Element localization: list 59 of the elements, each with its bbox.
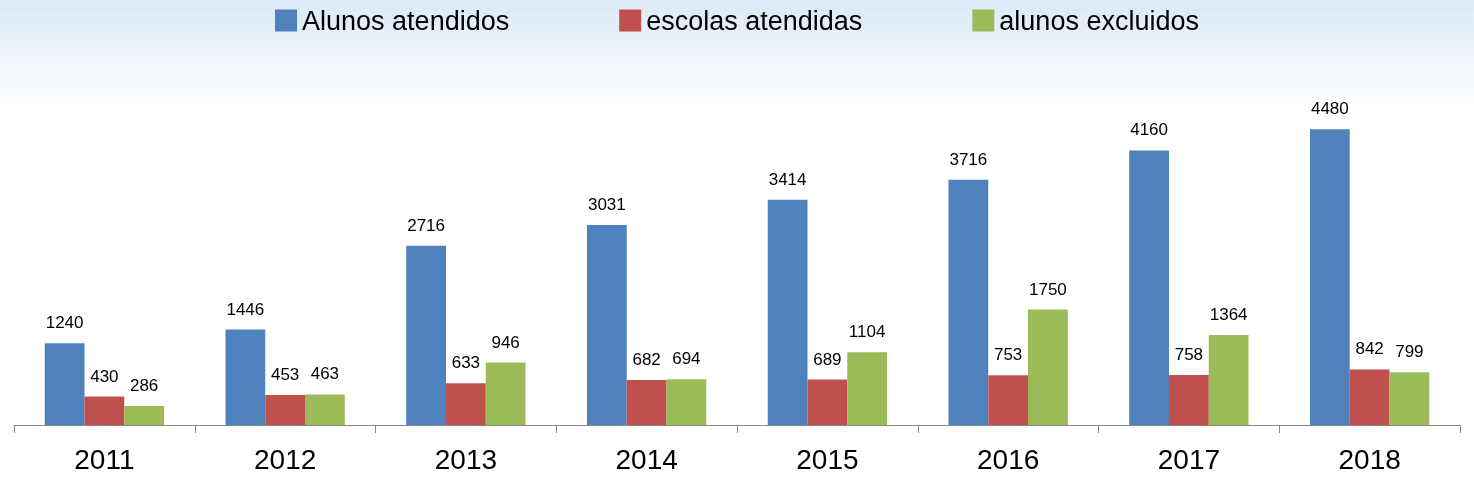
data-label: 753	[993, 345, 1023, 365]
bar	[265, 395, 306, 425]
x-tick-label: 2013	[434, 443, 498, 475]
data-label: 453	[270, 365, 300, 385]
bar	[1389, 372, 1430, 425]
data-label: 1364	[1209, 304, 1248, 324]
bar	[847, 352, 888, 425]
data-label: 682	[632, 349, 661, 369]
bar	[767, 199, 808, 425]
data-label: 463	[310, 364, 340, 384]
bar	[626, 379, 667, 425]
bar	[1028, 309, 1068, 425]
data-label: 694	[672, 349, 701, 369]
bar	[485, 362, 526, 425]
bar	[1309, 129, 1350, 425]
data-label: 3031	[587, 194, 626, 214]
data-label: 4160	[1130, 120, 1169, 140]
bar	[1168, 374, 1209, 425]
legend-label: escolas atendidas	[646, 5, 863, 36]
data-label: 3716	[949, 149, 988, 169]
x-tick-label: 2015	[796, 443, 859, 475]
data-label: 1240	[45, 313, 84, 333]
bar	[406, 245, 446, 425]
data-label: 842	[1355, 339, 1384, 359]
legend-label: Alunos atendidos	[302, 5, 510, 36]
x-tick-label: 2016	[976, 443, 1040, 475]
bar	[445, 383, 486, 425]
data-label: 2716	[407, 215, 446, 235]
data-label: 799	[1395, 342, 1424, 362]
data-label: 286	[129, 376, 159, 396]
data-label: 1446	[226, 299, 265, 319]
bar	[1349, 369, 1390, 425]
data-label: 1104	[848, 322, 886, 342]
bar	[586, 224, 627, 425]
bar	[807, 379, 848, 425]
bar	[1129, 150, 1169, 425]
x-tick-label: 2017	[1157, 443, 1221, 475]
data-label: 633	[451, 353, 481, 373]
bar	[948, 179, 989, 425]
data-label: 946	[491, 332, 520, 352]
bar	[124, 406, 165, 425]
data-label: 758	[1174, 344, 1204, 364]
bar	[666, 379, 707, 425]
data-label: 1750	[1028, 279, 1067, 299]
bar	[1208, 334, 1249, 425]
data-label: 3414	[768, 169, 807, 189]
data-label: 430	[90, 366, 119, 386]
bar	[225, 329, 266, 425]
x-tick-label: 2012	[253, 443, 317, 475]
x-tick-label: 2018	[1338, 443, 1401, 475]
bar	[305, 394, 345, 425]
legend-label: alunos excluidos	[999, 5, 1199, 36]
bar	[44, 343, 85, 425]
x-tick-label: 2014	[615, 443, 678, 475]
x-tick-label: 2011	[74, 443, 135, 475]
data-label: 689	[813, 349, 842, 369]
bar	[988, 375, 1029, 425]
data-label: 4480	[1310, 99, 1349, 119]
bar	[84, 396, 125, 425]
